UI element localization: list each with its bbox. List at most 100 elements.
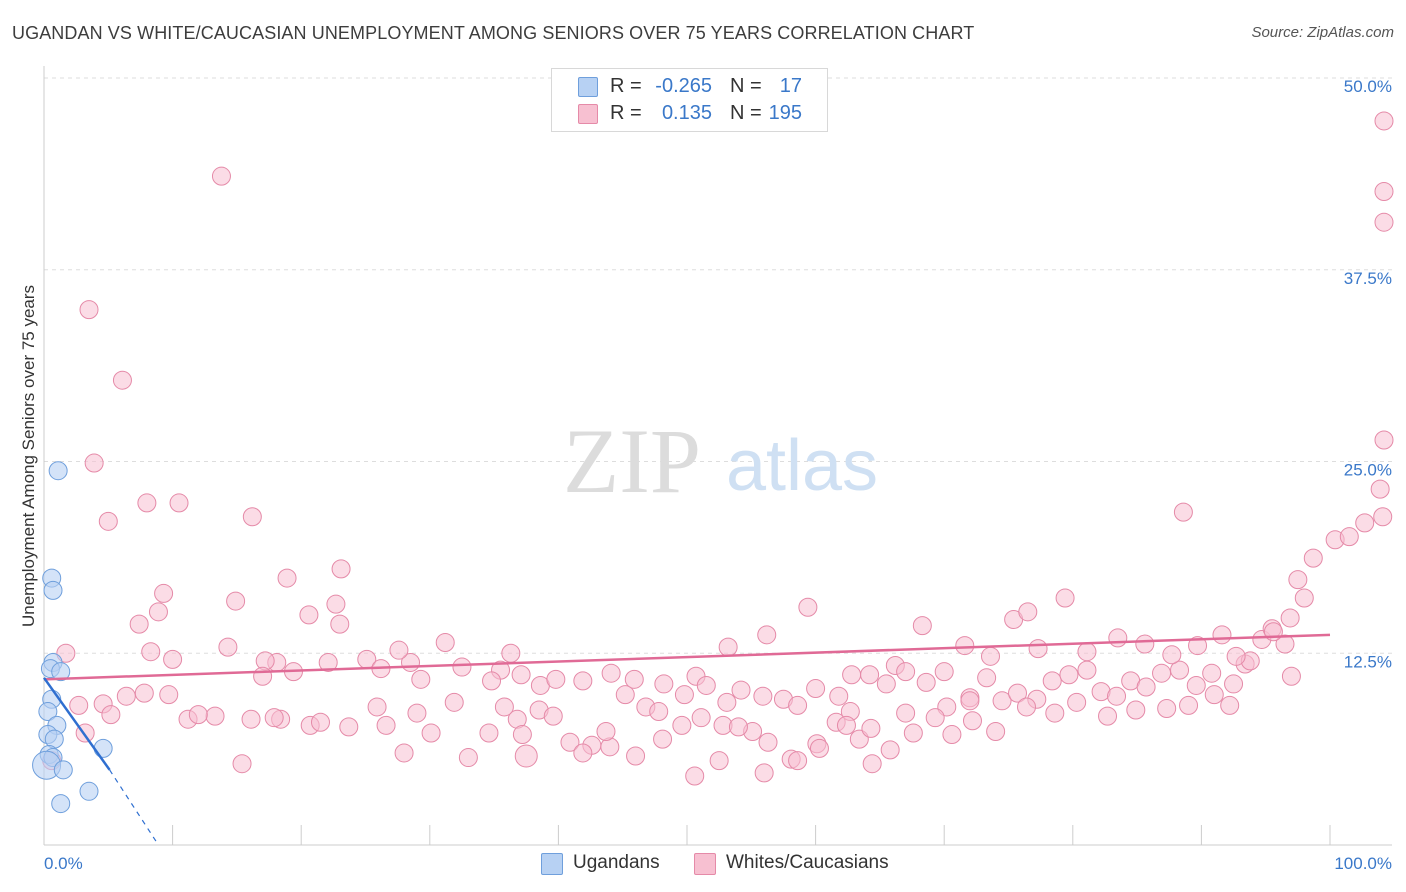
data-point-white bbox=[788, 695, 808, 715]
data-point-white bbox=[1028, 639, 1048, 659]
trend-line-ugandans bbox=[42, 677, 111, 771]
data-point-white bbox=[1045, 703, 1065, 723]
data-point-white bbox=[754, 763, 774, 783]
y-tick-label: 37.5% bbox=[1344, 269, 1392, 288]
data-point-white bbox=[310, 712, 330, 732]
data-point-white bbox=[1098, 706, 1118, 726]
legend-r-label: R = bbox=[610, 102, 642, 124]
data-point-white bbox=[626, 746, 646, 766]
data-point-white bbox=[1173, 502, 1193, 522]
data-point-white bbox=[1170, 660, 1190, 680]
data-point-white bbox=[691, 708, 711, 728]
watermark: ZIP atlas bbox=[563, 410, 878, 512]
data-point-white bbox=[137, 493, 157, 513]
data-point-white bbox=[925, 708, 945, 728]
data-point-white bbox=[672, 715, 692, 735]
data-point-white bbox=[241, 709, 261, 729]
bottom-legend-label-ugandans: Ugandans bbox=[573, 852, 660, 873]
data-point-white bbox=[112, 370, 132, 390]
data-point-white bbox=[188, 705, 208, 725]
x-tick-label-max: 100.0% bbox=[1334, 854, 1392, 873]
data-point-white bbox=[159, 685, 179, 705]
data-point-white bbox=[596, 721, 616, 741]
data-point-white bbox=[407, 703, 427, 723]
data-point-white bbox=[1288, 570, 1308, 590]
data-point-white bbox=[1135, 634, 1155, 654]
data-point-white bbox=[1107, 686, 1127, 706]
data-point-white bbox=[934, 662, 954, 682]
data-point-ugandan bbox=[93, 738, 113, 758]
data-point-white bbox=[129, 614, 149, 634]
legend-row-ugandans: R = -0.265 N = 17 bbox=[552, 73, 827, 101]
data-point-white bbox=[205, 706, 225, 726]
data-point-white bbox=[84, 453, 104, 473]
data-point-white bbox=[1188, 636, 1208, 656]
data-point-white bbox=[1294, 588, 1314, 608]
data-point-white bbox=[560, 732, 580, 752]
data-point-white bbox=[163, 649, 183, 669]
data-point-white bbox=[654, 674, 674, 694]
data-point-white bbox=[806, 679, 826, 699]
source-label: Source: ZipAtlas.com bbox=[1251, 24, 1394, 41]
data-point-ugandan bbox=[43, 580, 63, 600]
data-point-white bbox=[218, 637, 238, 657]
data-point-white bbox=[977, 668, 997, 688]
data-point-white bbox=[1355, 513, 1375, 533]
data-point-ugandan bbox=[38, 702, 58, 722]
data-point-white bbox=[1370, 479, 1390, 499]
data-point-white bbox=[264, 708, 284, 728]
data-point-ugandan bbox=[51, 662, 71, 682]
x-tick-label-min: 0.0% bbox=[44, 854, 83, 873]
legend-swatch-ugandans bbox=[578, 77, 598, 97]
data-point-white bbox=[860, 665, 880, 685]
data-point-white bbox=[1374, 182, 1394, 202]
data-point-white bbox=[1373, 507, 1393, 527]
bottom-legend-label-whites: Whites/Caucasians bbox=[726, 852, 889, 873]
data-point-white bbox=[1055, 588, 1075, 608]
data-point-white bbox=[242, 507, 262, 527]
data-point-white bbox=[148, 602, 168, 622]
data-point-white bbox=[674, 685, 694, 705]
data-point-white bbox=[1126, 700, 1146, 720]
data-point-white bbox=[1008, 683, 1028, 703]
data-point-white bbox=[809, 738, 829, 758]
data-point-white bbox=[842, 665, 862, 685]
data-point-white bbox=[169, 493, 189, 513]
data-point-white bbox=[1374, 212, 1394, 232]
data-point-white bbox=[232, 754, 252, 774]
data-point-white bbox=[411, 669, 431, 689]
data-point-white bbox=[653, 729, 673, 749]
data-point-white bbox=[134, 683, 154, 703]
data-point-white bbox=[1226, 646, 1246, 666]
data-point-white bbox=[757, 625, 777, 645]
data-point-white bbox=[326, 594, 346, 614]
ugandan-points bbox=[32, 461, 113, 814]
data-point-white bbox=[1281, 666, 1301, 686]
data-point-white bbox=[1179, 695, 1199, 715]
data-point-white bbox=[1220, 695, 1240, 715]
data-point-white bbox=[1280, 608, 1300, 628]
data-point-white bbox=[101, 705, 121, 725]
legend-swatch-whites bbox=[578, 104, 598, 124]
data-point-white bbox=[718, 637, 738, 657]
data-point-white bbox=[573, 671, 593, 691]
data-point-white bbox=[1136, 677, 1156, 697]
x-tick-labels: 0.0% 100.0% bbox=[44, 854, 1392, 873]
data-point-white bbox=[253, 666, 273, 686]
data-point-white bbox=[511, 665, 531, 685]
data-point-white bbox=[1077, 660, 1097, 680]
data-point-white bbox=[709, 751, 729, 771]
legend-row-whites: R = 0.135 N = 195 bbox=[552, 100, 827, 128]
data-point-white bbox=[1042, 671, 1062, 691]
legend-n-label: N = bbox=[730, 102, 762, 124]
data-point-white bbox=[836, 715, 856, 735]
y-tick-label: 12.5% bbox=[1344, 652, 1392, 671]
data-point-white bbox=[331, 559, 351, 579]
data-point-white bbox=[601, 663, 621, 683]
data-point-white bbox=[986, 721, 1006, 741]
y-axis-label: Unemployment Among Seniors over 75 years bbox=[19, 284, 38, 628]
data-point-white bbox=[1067, 692, 1087, 712]
data-point-white bbox=[1077, 642, 1097, 662]
bottom-legend-swatch-whites bbox=[694, 853, 716, 875]
